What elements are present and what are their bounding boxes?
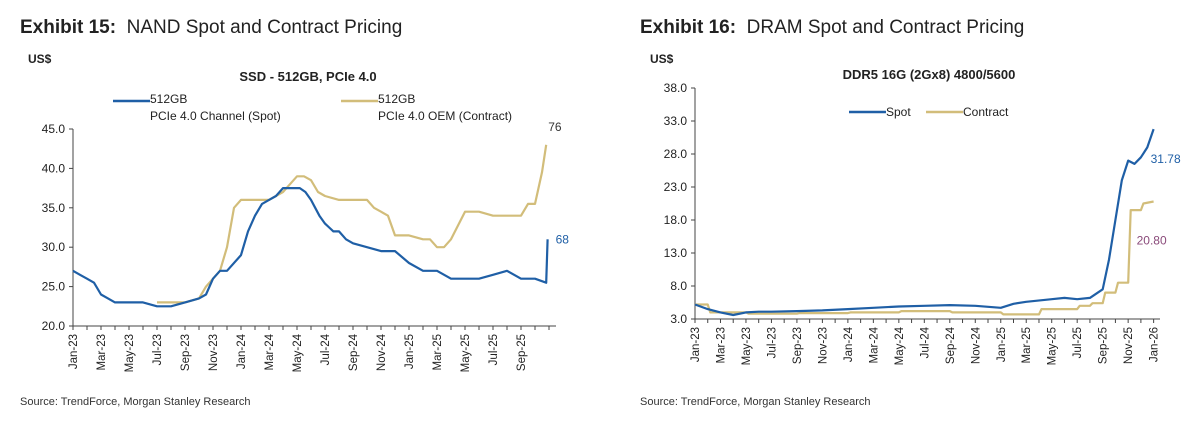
exhibit-number: Exhibit 15: [20, 17, 117, 38]
contract-price-line [157, 144, 548, 304]
x-tick-label: May-25 [460, 334, 472, 372]
x-tick-label: Nov-24 [376, 333, 388, 371]
x-tick-label: Mar-24 [264, 333, 276, 370]
x-tick-label: May-24 [292, 333, 304, 372]
chart-title: DDR5 16G (2Gx8) 4800/5600 [843, 67, 1016, 82]
x-tick-label: Nov-23 [208, 334, 220, 371]
legend-contract-label: 512GB [378, 92, 415, 106]
source-note: Source: TrendForce, Morgan Stanley Resea… [640, 396, 871, 408]
exhibit-title-text: NAND Spot and Contract Pricing [126, 17, 403, 38]
x-tick-label: Sep-24 [348, 333, 360, 371]
x-tick-label: Mar-23 [715, 327, 727, 363]
x-tick-label: May-23 [741, 327, 753, 365]
x-tick-label: Mar-25 [432, 334, 444, 370]
y-tick-label: 30.0 [42, 240, 66, 254]
contract-price-line [695, 200, 1154, 316]
legend-contract-sublabel: PCIe 4.0 OEM (Contract) [378, 109, 512, 123]
y-tick-label: 23.0 [664, 180, 688, 194]
x-tick-label: Jan-23 [68, 334, 80, 369]
x-tick-label: Jul-23 [766, 327, 778, 358]
spot-end-label: 31.78 [1151, 152, 1181, 166]
y-tick-label: 25.0 [42, 280, 66, 294]
y-tick-label: 40.0 [42, 161, 66, 175]
x-tick-label: Mar-24 [868, 326, 880, 363]
y-tick-label: 3.0 [670, 312, 687, 326]
legend-spot-label: Spot [886, 105, 911, 119]
x-tick-label: Jul-25 [488, 334, 500, 365]
x-tick-label: May-24 [894, 326, 906, 365]
x-tick-label: Sep-24 [945, 326, 957, 364]
y-tick-label: 28.0 [664, 147, 688, 161]
exhibit-number: Exhibit 16: [640, 17, 737, 38]
contract-end-label: 20.80 [1137, 234, 1167, 248]
y-tick-label: 33.0 [664, 114, 688, 128]
x-tick-label: Sep-23 [792, 327, 804, 364]
exhibit-15: Exhibit 15: NAND Spot and Contract Prici… [0, 0, 600, 426]
legend-spot-sublabel: PCIe 4.0 Channel (Spot) [150, 109, 281, 123]
legend-spot-label: 512GB [150, 92, 187, 106]
y-tick-label: 8.0 [670, 279, 687, 293]
legend-contract-label: Contract [963, 105, 1009, 119]
x-tick-label: Mar-25 [1021, 327, 1033, 363]
x-tick-label: Jan-24 [843, 326, 855, 362]
x-tick-label: Jan-26 [1149, 327, 1161, 362]
x-tick-label: Nov-23 [817, 327, 829, 364]
x-tick-label: Jan-23 [690, 327, 702, 362]
x-tick-label: May-25 [1047, 327, 1059, 365]
exhibit-title: Exhibit 16: DRAM Spot and Contract Prici… [640, 17, 1024, 39]
exhibit-16: Exhibit 16: DRAM Spot and Contract Prici… [620, 0, 1204, 426]
x-tick-label: Jan-24 [236, 333, 248, 369]
x-tick-label: Jul-24 [320, 333, 332, 365]
x-tick-label: Nov-24 [970, 326, 982, 364]
exhibit-title-text: DRAM Spot and Contract Pricing [746, 17, 1025, 38]
x-tick-label: May-23 [124, 334, 136, 372]
exhibit-title: Exhibit 15: NAND Spot and Contract Prici… [20, 17, 402, 39]
spot-price-line [694, 128, 1155, 317]
x-tick-label: Sep-23 [180, 334, 192, 371]
source-note: Source: TrendForce, Morgan Stanley Resea… [20, 396, 251, 408]
y-tick-label: 18.0 [664, 213, 688, 227]
x-tick-label: Sep-25 [1098, 327, 1110, 364]
contract-end-label: 76 [548, 120, 562, 134]
x-tick-label: Jan-25 [996, 327, 1008, 362]
x-tick-label: Jul-25 [1072, 327, 1084, 358]
y-unit-label: US$ [650, 52, 674, 66]
x-tick-label: Jul-24 [919, 326, 931, 358]
x-tick-label: Nov-25 [1123, 327, 1135, 364]
y-tick-label: 35.0 [42, 201, 66, 215]
x-tick-label: Jul-23 [152, 334, 164, 365]
x-tick-label: Jan-25 [404, 334, 416, 369]
x-tick-label: Mar-23 [96, 334, 108, 370]
dram-chart: US$ DDR5 16G (2Gx8) 4800/5600 Spot Contract… [650, 52, 1181, 365]
spot-end-label: 68 [556, 232, 570, 246]
y-tick-label: 45.0 [42, 122, 66, 136]
x-tick-label: Sep-25 [516, 334, 528, 371]
y-tick-label: 38.0 [664, 81, 688, 95]
chart-title: SSD - 512GB, PCIe 4.0 [239, 69, 376, 84]
y-tick-label: 13.0 [664, 246, 688, 260]
y-unit-label: US$ [28, 52, 52, 66]
y-tick-label: 20.0 [42, 319, 66, 333]
spot-price-line [72, 187, 549, 308]
